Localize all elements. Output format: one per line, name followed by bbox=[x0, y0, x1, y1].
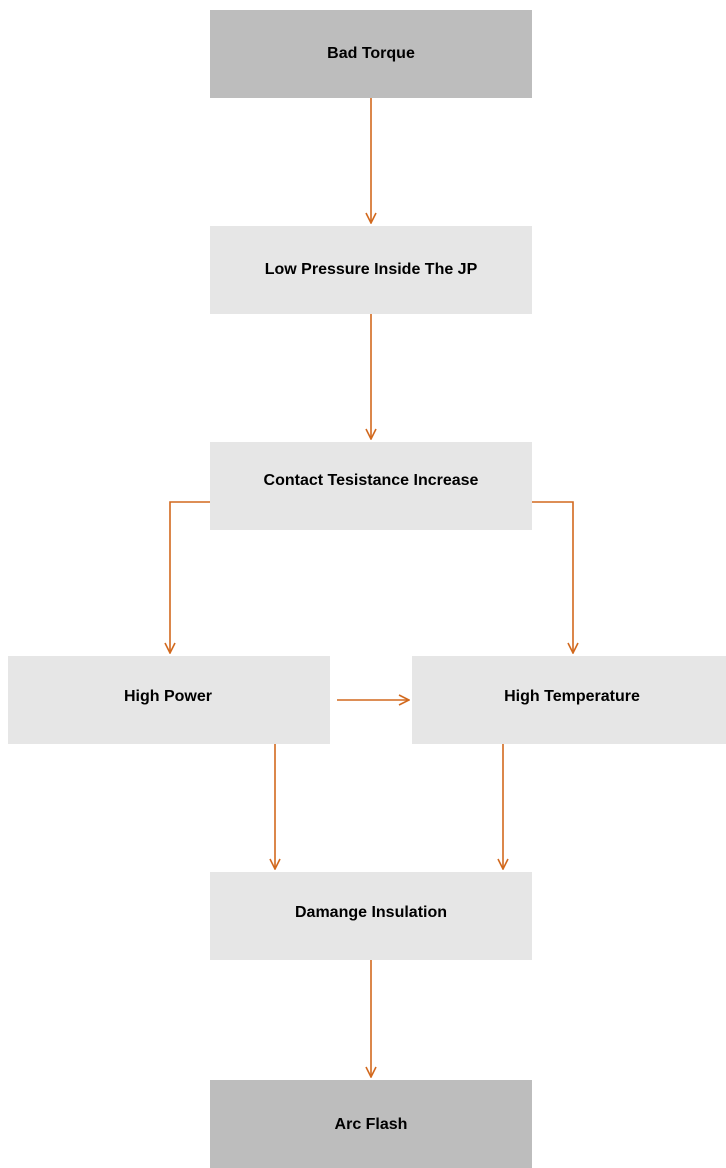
node-label: High Temperature bbox=[504, 688, 640, 705]
node-box bbox=[210, 872, 532, 960]
node-box bbox=[210, 226, 532, 314]
node-box bbox=[210, 1080, 532, 1168]
node-box bbox=[210, 442, 532, 530]
node-label: Damange Insulation bbox=[295, 904, 447, 921]
arrow bbox=[532, 501, 573, 653]
node-label: Contact Tesistance Increase bbox=[264, 472, 479, 489]
node-label: High Power bbox=[124, 688, 212, 705]
node-box bbox=[412, 656, 726, 744]
node-label: Bad Torque bbox=[327, 45, 415, 62]
node-label: Arc Flash bbox=[335, 1116, 408, 1133]
node-box bbox=[210, 10, 532, 98]
arrow bbox=[170, 501, 210, 653]
node-label: Low Pressure Inside The JP bbox=[265, 261, 478, 278]
node-box bbox=[8, 656, 330, 744]
